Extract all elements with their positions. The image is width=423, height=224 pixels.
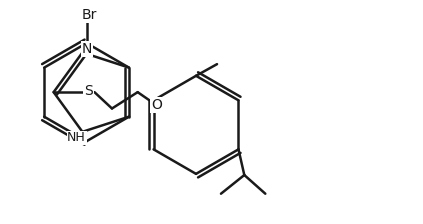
Text: S: S: [84, 84, 93, 98]
Text: Br: Br: [82, 8, 97, 22]
Text: NH: NH: [67, 131, 86, 144]
Text: N: N: [82, 42, 92, 56]
Text: O: O: [151, 98, 162, 112]
